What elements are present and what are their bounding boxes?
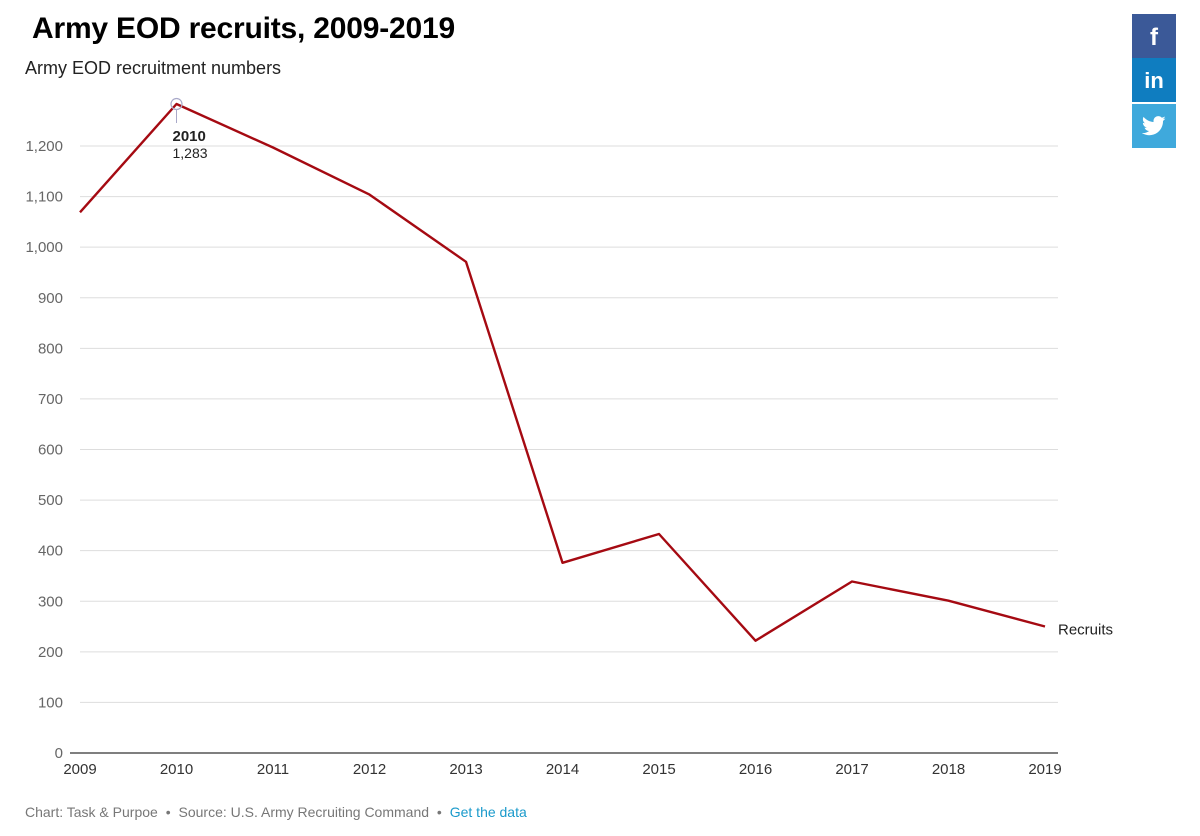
share-facebook-button[interactable]: f — [1132, 14, 1176, 58]
chart-subtitle: Army EOD recruitment numbers — [25, 58, 282, 78]
y-tick-label: 800 — [38, 340, 63, 357]
x-tick-label: 2011 — [257, 761, 289, 778]
y-tick-label: 0 — [55, 745, 63, 762]
x-tick-label: 2014 — [546, 761, 579, 778]
y-tick-label: 900 — [38, 290, 63, 307]
twitter-icon — [1142, 116, 1166, 136]
x-tick-label: 2018 — [932, 761, 965, 778]
x-axis-ticks: 2009 2010 2011 2012 2013 2014 2015 2016 2017 2018… — [63, 761, 1061, 778]
x-tick-label: 2015 — [642, 761, 675, 778]
footer-separator: • — [436, 804, 442, 820]
y-tick-label: 500 — [38, 492, 63, 509]
y-tick-label: 1,100 — [25, 189, 63, 206]
annotation-value: 1,283 — [173, 145, 208, 161]
share-twitter-button[interactable] — [1132, 104, 1176, 148]
x-tick-label: 2013 — [449, 761, 482, 778]
series-line-recruits — [79, 102, 1046, 642]
svg-text:f: f — [1150, 24, 1159, 49]
gridlines — [80, 145, 1058, 703]
y-tick-label: 400 — [38, 543, 63, 560]
y-tick-label: 700 — [38, 391, 63, 408]
x-tick-label: 2012 — [353, 761, 386, 778]
share-linkedin-button[interactable]: in — [1132, 58, 1176, 102]
y-tick-label: 200 — [38, 644, 63, 661]
x-tick-label: 2017 — [835, 761, 868, 778]
chart-footer: Chart: Task & Purpoe • Source: U.S. Army… — [25, 804, 527, 820]
facebook-icon: f — [1150, 24, 1159, 49]
annotation-year: 2010 — [173, 128, 206, 145]
y-tick-label: 1,000 — [25, 239, 63, 256]
x-tick-label: 2019 — [1028, 761, 1061, 778]
footer-separator: • — [165, 804, 171, 820]
y-tick-label: 100 — [38, 694, 63, 711]
y-axis-ticks: 0 100 200 300 400 500 600 700 800 900 1,000 1,100 1,… — [25, 138, 63, 762]
chart-title: Army EOD recruits, 2009-2019 — [32, 12, 455, 45]
x-tick-label: 2009 — [63, 761, 96, 778]
series-label-recruits: Recruits — [1058, 622, 1113, 639]
linkedin-icon: in — [1144, 68, 1164, 93]
x-tick-label: 2010 — [160, 761, 193, 778]
chart-credit: Chart: Task & Purpoe — [25, 804, 158, 820]
annotation-marker — [170, 97, 183, 111]
y-tick-label: 600 — [38, 442, 63, 459]
source-text: Source: U.S. Army Recruiting Command — [178, 804, 430, 820]
svg-text:in: in — [1144, 68, 1164, 93]
x-tick-label: 2016 — [739, 761, 772, 778]
y-tick-label: 300 — [38, 593, 63, 610]
y-tick-label: 1,200 — [25, 138, 63, 155]
get-data-link[interactable]: Get the data — [449, 804, 527, 820]
